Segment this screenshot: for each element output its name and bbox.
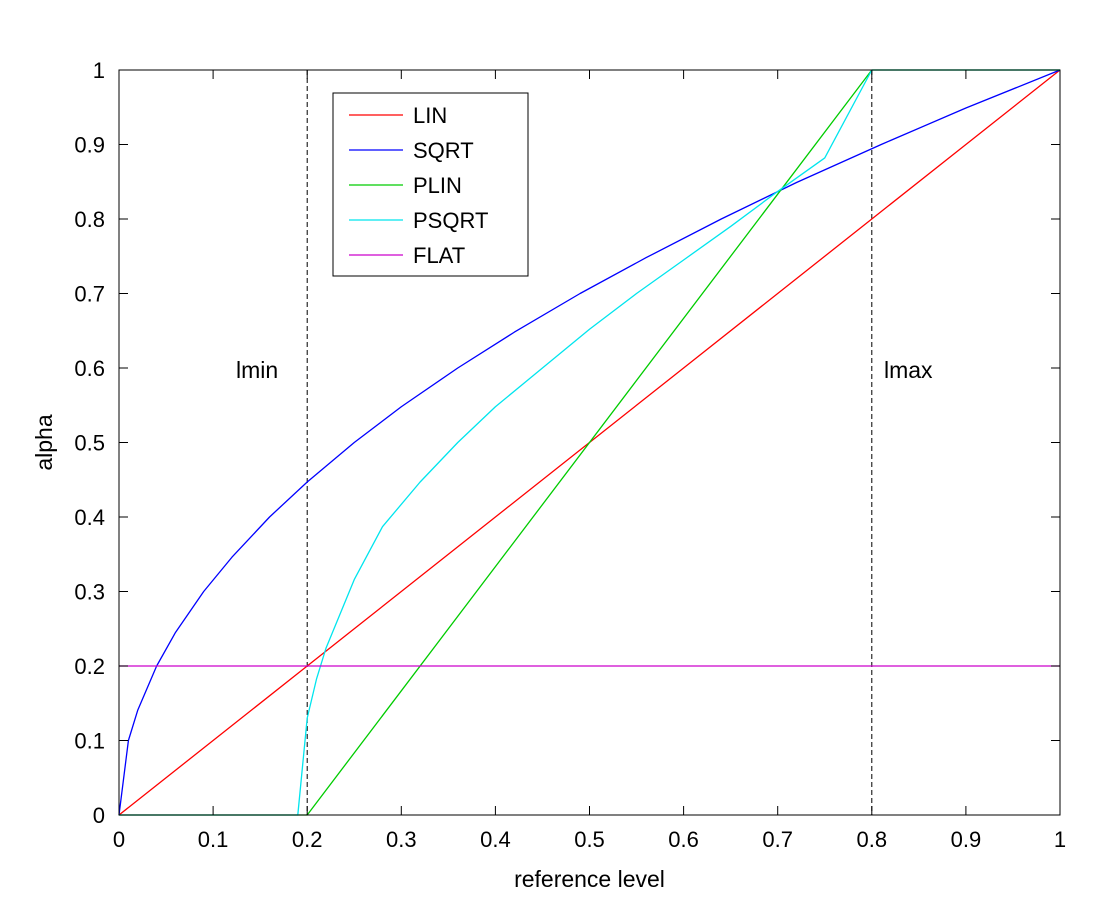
y-tick-label: 0.6: [74, 356, 105, 381]
legend-label-plin: PLIN: [413, 173, 462, 198]
x-tick-label: 0: [113, 827, 125, 852]
x-tick-label: 0.8: [857, 827, 888, 852]
x-tick-label: 0.5: [574, 827, 605, 852]
reference-lines: [306, 70, 873, 815]
y-tick-label: 1: [93, 58, 105, 83]
series-sqrt-line: [118, 69, 1061, 816]
y-tick-label: 0.2: [74, 654, 105, 679]
x-tick-label: 0.4: [480, 827, 511, 852]
x-tick-label: 0.1: [198, 827, 229, 852]
y-tick-label: 0.7: [74, 282, 105, 307]
x-tick-label: 0.9: [951, 827, 982, 852]
legend-label-sqrt: SQRT: [413, 138, 474, 163]
x-tick-label: 0.7: [762, 827, 793, 852]
legend: LIN SQRT PLIN PSQRT FLAT: [332, 92, 529, 277]
legend-label-lin: LIN: [413, 103, 447, 128]
y-tick-label: 0.3: [74, 580, 105, 605]
x-tick-label: 0.6: [668, 827, 699, 852]
lmax-annotation: lmax: [884, 357, 933, 383]
x-tick-label: 0.2: [292, 827, 323, 852]
axis-ticks: [118, 69, 1061, 816]
x-axis-title: reference level: [514, 866, 665, 892]
x-tick-label: 0.3: [386, 827, 417, 852]
y-tick-label: 0.4: [74, 505, 105, 530]
y-tick-label: 0: [93, 803, 105, 828]
legend-label-psqrt: PSQRT: [413, 208, 488, 233]
series-psqrt-line: [119, 69, 1060, 816]
y-tick-label: 0.8: [74, 207, 105, 232]
y-tick-label: 0.9: [74, 133, 105, 158]
legend-entries: LIN SQRT PLIN PSQRT FLAT: [349, 103, 488, 268]
axis-tick-labels: 0 0.1 0.2 0.3 0.4 0.5 0.6 0.7 0.8 0.9 1 0 0.1 0.2 0.3 0…: [74, 58, 1066, 852]
y-tick-label: 0.5: [74, 431, 105, 456]
y-axis-title: alpha: [31, 414, 57, 470]
legend-label-flat: FLAT: [413, 243, 465, 268]
x-tick-label: 1: [1054, 827, 1066, 852]
y-tick-label: 0.1: [74, 729, 105, 754]
lmin-annotation: lmin: [236, 357, 278, 383]
